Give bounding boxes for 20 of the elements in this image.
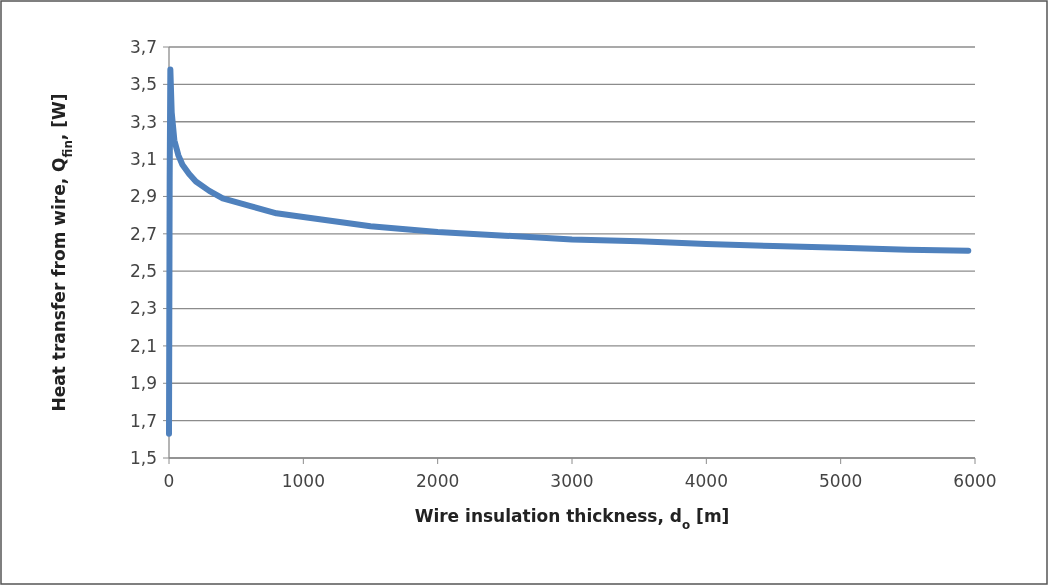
y-tick-label: 2,7 — [129, 223, 157, 244]
x-tick-label: 4000 — [684, 471, 728, 491]
y-tick-label: 2,9 — [129, 186, 157, 207]
y-tick-label: 1,9 — [129, 373, 157, 394]
y-tick-label: 1,7 — [129, 410, 157, 431]
y-tick-label: 3,3 — [129, 111, 157, 132]
x-tick-label: 0 — [163, 471, 175, 491]
x-tick-label: 1000 — [281, 471, 325, 491]
x-tick-label: 3000 — [550, 471, 594, 491]
y-tick-label: 3,5 — [129, 74, 157, 95]
y-tick-label: 2,3 — [129, 298, 157, 319]
x-axis-title: Wire insulation thickness, d$_{o}$ [m] — [414, 506, 730, 532]
x-tick-label: 6000 — [953, 471, 997, 491]
y-tick-label: 3,1 — [129, 149, 157, 170]
y-tick-label: 3,7 — [129, 36, 157, 57]
y-tick-label: 2,1 — [129, 335, 157, 356]
x-tick-label: 5000 — [819, 471, 863, 491]
y-tick-label: 1,5 — [129, 447, 157, 468]
x-tick-label: 2000 — [416, 471, 460, 491]
y-tick-label: 2,5 — [129, 261, 157, 282]
